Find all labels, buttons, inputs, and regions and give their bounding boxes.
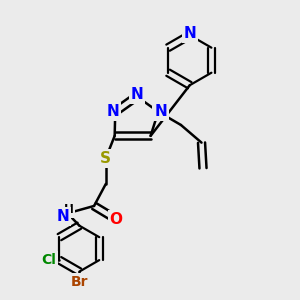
- Text: N: N: [183, 26, 196, 41]
- Text: N: N: [106, 104, 119, 119]
- Text: O: O: [110, 212, 123, 227]
- Text: N: N: [130, 87, 143, 102]
- Text: H: H: [64, 203, 74, 216]
- Text: Cl: Cl: [42, 253, 57, 267]
- Text: S: S: [100, 151, 111, 166]
- Text: N: N: [57, 209, 70, 224]
- Text: Br: Br: [70, 275, 88, 289]
- Text: N: N: [154, 104, 167, 119]
